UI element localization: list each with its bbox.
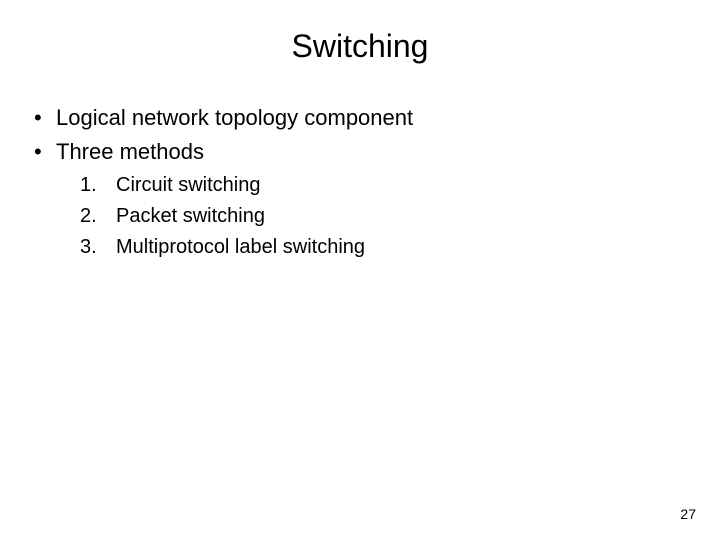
bullet-item: Three methods [20,137,700,167]
bullet-list: Logical network topology component Three… [20,103,700,166]
numbered-item: Packet switching [20,203,700,230]
numbered-item: Circuit switching [20,172,700,199]
slide: Switching Logical network topology compo… [0,0,720,540]
slide-body: Logical network topology component Three… [0,75,720,261]
bullet-item: Logical network topology component [20,103,700,133]
page-number: 27 [680,506,696,522]
numbered-list: Circuit switching Packet switching Multi… [20,172,700,261]
slide-title: Switching [0,0,720,75]
numbered-item: Multiprotocol label switching [20,234,700,261]
